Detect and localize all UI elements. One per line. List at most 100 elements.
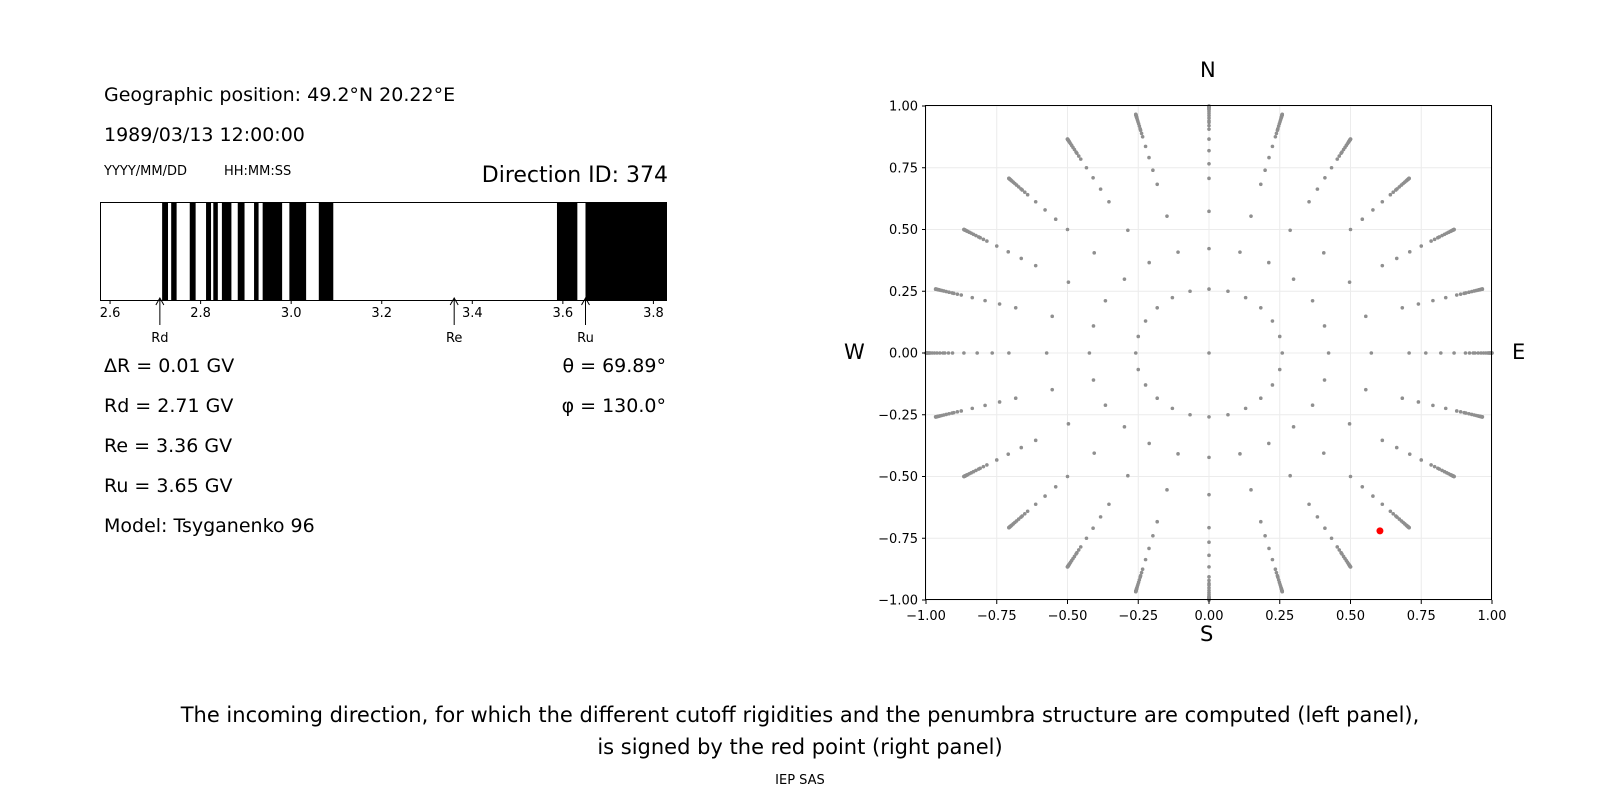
forbidden-band <box>585 203 667 300</box>
direction-point <box>1258 182 1263 187</box>
direction-point <box>1050 387 1055 392</box>
direction-point <box>1454 409 1459 413</box>
direction-point <box>1288 473 1292 478</box>
y-tick-label: 0.25 <box>889 285 918 300</box>
direction-point <box>1207 578 1211 583</box>
direction-point <box>1452 351 1456 355</box>
direction-point <box>1207 287 1211 291</box>
direction-point <box>1033 199 1038 204</box>
x-tick-label: −0.25 <box>1118 609 1158 624</box>
y-tick-label: 0.00 <box>889 347 918 362</box>
direction-point <box>1025 192 1030 197</box>
direction-point <box>1122 425 1127 429</box>
direction-point <box>1140 134 1145 139</box>
direction-point <box>1380 199 1385 204</box>
direction-point <box>1480 287 1485 291</box>
direction-point <box>1151 533 1155 538</box>
direction-point <box>962 227 966 232</box>
direction-point <box>1155 396 1160 401</box>
direction-point <box>1270 383 1275 387</box>
marker-arrowhead <box>581 296 590 306</box>
direction-point <box>1280 351 1285 355</box>
forbidden-band <box>206 203 212 300</box>
direction-point <box>1348 227 1353 232</box>
direction-point <box>981 237 986 242</box>
direction-point <box>1479 351 1483 355</box>
direction-points <box>924 104 1494 602</box>
direction-point <box>1416 302 1421 306</box>
direction-point <box>1458 410 1463 414</box>
direction-point <box>983 298 987 303</box>
direction-point <box>1452 474 1456 479</box>
direction-point <box>1329 165 1334 170</box>
direction-point <box>1480 415 1485 419</box>
direction-point <box>1270 319 1275 323</box>
direction-point <box>1431 298 1435 303</box>
direction-point <box>1310 403 1315 407</box>
penumbra-x-axis: 2.6 2.8 3.0 3.2 3.4 3.6 3.8 <box>100 300 664 321</box>
direction-point <box>950 291 954 295</box>
x-tick-label: 3.2 <box>371 306 392 321</box>
forbidden-band <box>262 203 283 300</box>
direction-point <box>1207 148 1211 153</box>
direction-point <box>946 351 951 355</box>
direction-point <box>1092 251 1097 255</box>
direction-point <box>1288 228 1292 233</box>
direction-point <box>1013 305 1018 310</box>
direction-point <box>975 351 979 355</box>
direction-point <box>1140 567 1145 572</box>
x-tick-label: 0.25 <box>1265 609 1294 624</box>
direction-point <box>983 403 987 408</box>
direction-point <box>1467 351 1472 355</box>
direction-point <box>1065 227 1070 232</box>
direction-point <box>1432 464 1437 469</box>
direction-point <box>1388 509 1393 514</box>
direction-point <box>1274 131 1279 136</box>
direction-point <box>997 400 1002 404</box>
direction-point <box>1207 116 1211 120</box>
direction-point <box>1263 533 1267 538</box>
direction-point <box>1207 209 1211 214</box>
direction-point <box>1307 502 1311 507</box>
direction-point <box>1337 548 1342 552</box>
direction-point <box>1394 256 1399 261</box>
direction-point <box>1091 526 1095 531</box>
direction-point <box>1347 422 1352 426</box>
direction-point <box>1091 378 1096 382</box>
direction-point <box>1323 175 1327 180</box>
direction-point <box>1033 263 1038 268</box>
direction-point <box>1006 250 1011 254</box>
direction-point <box>1107 502 1111 507</box>
direction-point <box>1207 127 1211 131</box>
direction-point <box>1322 324 1327 328</box>
direction-point <box>1400 305 1405 310</box>
direction-point <box>950 411 954 415</box>
direction-point <box>1276 575 1280 579</box>
direction-point <box>1033 438 1038 443</box>
direction-point <box>1348 565 1353 569</box>
direction-point <box>959 409 964 413</box>
direction-point <box>1322 378 1327 382</box>
direction-point <box>1091 175 1095 180</box>
direction-point <box>1165 214 1169 218</box>
x-tick-label: −0.50 <box>1048 609 1088 624</box>
direction-point <box>1347 280 1352 284</box>
direction-point <box>1022 190 1027 195</box>
direction-point <box>1335 157 1340 161</box>
direction-point <box>1147 260 1151 265</box>
direction-point <box>1155 305 1160 310</box>
direction-point <box>1207 565 1211 569</box>
direction-point <box>1238 452 1242 456</box>
direction-point <box>1258 305 1263 310</box>
direction-id: Direction ID: 374 <box>481 163 668 188</box>
direction-point <box>1243 295 1248 300</box>
direction-point <box>1043 494 1047 498</box>
direction-point <box>955 292 960 296</box>
direction-point <box>1076 154 1081 158</box>
marker-arrowhead <box>155 296 165 306</box>
direction-point <box>1407 525 1411 530</box>
direction-point <box>985 239 989 243</box>
direction-point <box>1326 351 1331 355</box>
direction-point <box>1207 586 1211 590</box>
direction-point <box>1170 295 1175 300</box>
